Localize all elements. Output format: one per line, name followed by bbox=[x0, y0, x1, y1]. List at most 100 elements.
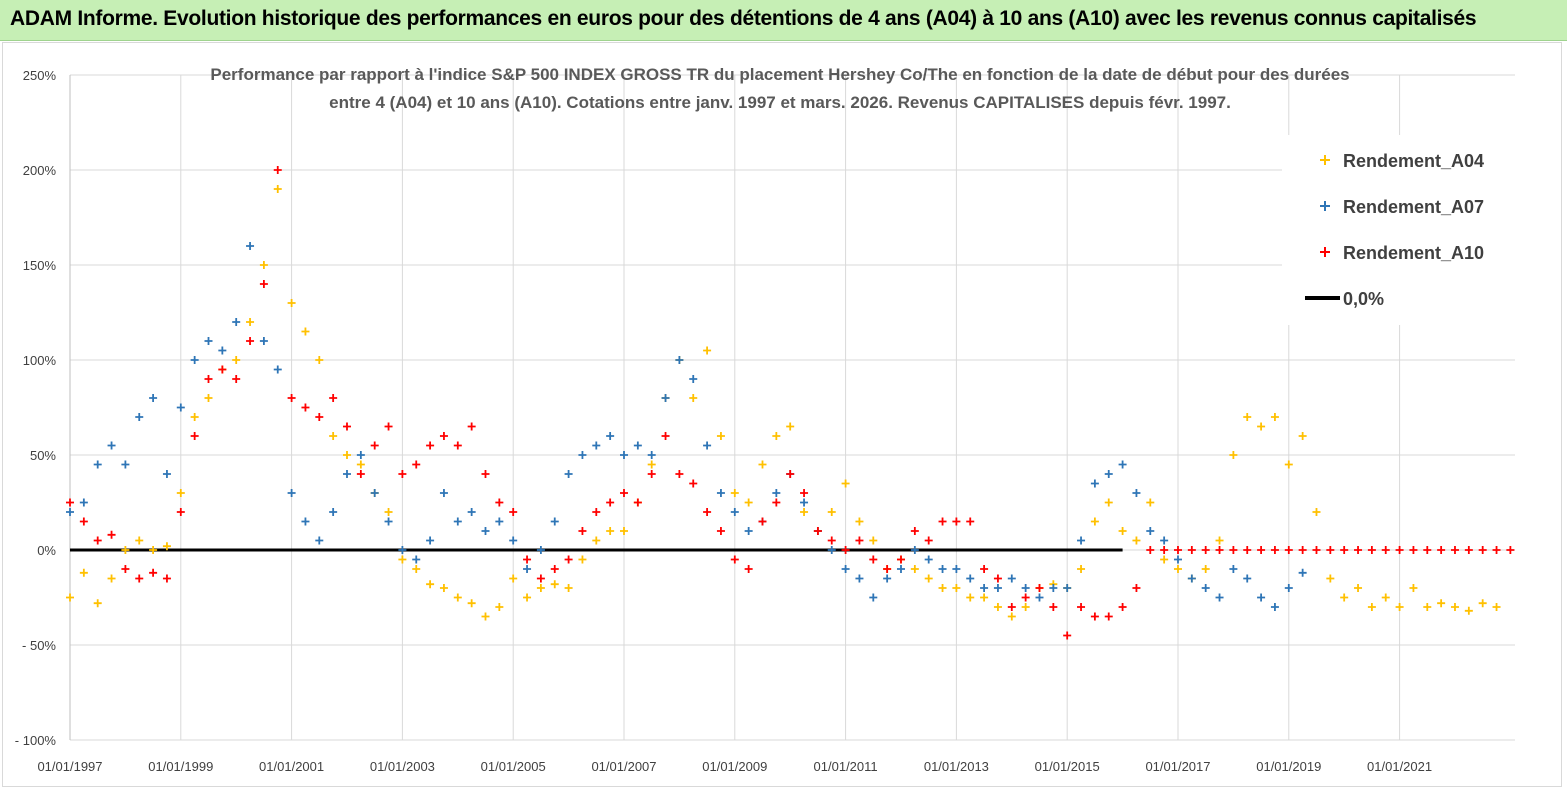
legend-marker bbox=[1320, 155, 1330, 165]
data-point bbox=[1284, 584, 1293, 592]
data-point bbox=[1090, 479, 1099, 488]
data-point bbox=[356, 470, 365, 478]
data-point bbox=[1312, 546, 1321, 554]
data-point bbox=[619, 527, 628, 535]
data-point bbox=[1021, 603, 1030, 611]
data-point bbox=[1173, 546, 1182, 554]
data-point bbox=[910, 565, 919, 573]
legend-label: Rendement_A10 bbox=[1343, 243, 1484, 263]
data-point bbox=[1049, 584, 1058, 592]
data-point bbox=[190, 413, 199, 421]
y-axis: 250% 200% 150% 100% 50% 0% - 50% - 100% bbox=[15, 68, 57, 748]
data-point bbox=[1312, 508, 1321, 516]
data-point bbox=[883, 565, 892, 573]
data-point bbox=[564, 470, 573, 478]
data-point bbox=[190, 432, 199, 440]
data-point bbox=[1035, 593, 1044, 602]
y-tick-label: 0% bbox=[37, 543, 56, 558]
data-point bbox=[495, 603, 504, 611]
x-tick-label: 01/01/2021 bbox=[1367, 759, 1432, 774]
data-point bbox=[647, 460, 656, 469]
data-point bbox=[232, 356, 241, 364]
data-point bbox=[1478, 599, 1487, 608]
data-point bbox=[1160, 546, 1169, 554]
data-point bbox=[1173, 555, 1182, 564]
data-point bbox=[619, 451, 628, 459]
data-point bbox=[550, 580, 559, 589]
data-point bbox=[772, 432, 781, 440]
data-point bbox=[813, 527, 822, 535]
data-point bbox=[550, 517, 559, 526]
y-tick-label: 100% bbox=[23, 353, 57, 368]
data-point bbox=[259, 261, 268, 269]
data-point bbox=[633, 498, 642, 507]
data-point bbox=[1243, 546, 1252, 554]
data-point bbox=[495, 498, 504, 507]
data-point bbox=[800, 489, 809, 497]
data-point bbox=[1146, 498, 1155, 507]
data-point bbox=[1367, 603, 1376, 611]
data-point bbox=[910, 527, 919, 535]
data-point bbox=[370, 441, 379, 450]
data-point bbox=[162, 574, 171, 583]
data-point bbox=[1021, 584, 1030, 592]
data-point bbox=[689, 375, 698, 383]
data-point bbox=[938, 517, 947, 526]
data-point bbox=[1063, 584, 1072, 592]
data-point bbox=[1381, 593, 1390, 602]
data-point bbox=[800, 508, 809, 516]
data-point bbox=[232, 318, 241, 326]
data-point bbox=[1229, 451, 1238, 459]
data-point bbox=[315, 536, 324, 545]
data-point bbox=[1464, 546, 1473, 554]
data-point bbox=[1450, 546, 1459, 554]
data-point bbox=[1284, 546, 1293, 554]
data-point bbox=[1395, 546, 1404, 554]
data-point bbox=[509, 508, 518, 516]
data-point bbox=[162, 470, 171, 478]
data-point bbox=[287, 299, 296, 307]
x-tick-label: 01/01/2005 bbox=[481, 759, 546, 774]
legend-marker bbox=[1320, 201, 1330, 211]
data-point bbox=[149, 568, 158, 577]
legend: Rendement_A04 Rendement_A07 Rendement_A10 0… bbox=[1282, 135, 1517, 325]
data-point bbox=[966, 517, 975, 526]
data-point bbox=[883, 574, 892, 583]
data-point bbox=[426, 441, 435, 450]
x-axis: 01/01/1997 01/01/1999 01/01/2001 01/01/2003… bbox=[37, 759, 1432, 774]
data-point bbox=[993, 603, 1002, 611]
data-point bbox=[564, 555, 573, 564]
data-point bbox=[938, 584, 947, 592]
data-point bbox=[412, 460, 421, 469]
data-point bbox=[1146, 546, 1155, 554]
x-tick-label: 01/01/2017 bbox=[1145, 759, 1210, 774]
data-point bbox=[1395, 603, 1404, 611]
data-point bbox=[827, 508, 836, 516]
data-point bbox=[398, 546, 407, 554]
data-point bbox=[107, 530, 116, 539]
data-point bbox=[246, 242, 255, 250]
data-point bbox=[176, 489, 185, 497]
x-tick-label: 01/01/1999 bbox=[148, 759, 213, 774]
data-point bbox=[439, 432, 448, 440]
data-point bbox=[952, 565, 961, 573]
data-point bbox=[606, 432, 615, 440]
data-point bbox=[716, 527, 725, 535]
data-point bbox=[772, 498, 781, 507]
data-point bbox=[592, 536, 601, 545]
data-point bbox=[79, 517, 88, 526]
data-point bbox=[675, 356, 684, 364]
data-point bbox=[467, 508, 476, 516]
data-point bbox=[1229, 565, 1238, 573]
data-point bbox=[66, 593, 74, 602]
data-point bbox=[523, 555, 532, 564]
data-point bbox=[190, 356, 199, 364]
data-point bbox=[1492, 603, 1501, 611]
data-point bbox=[329, 394, 338, 402]
data-point bbox=[855, 536, 864, 545]
data-point bbox=[1478, 546, 1487, 554]
data-point bbox=[1215, 593, 1224, 602]
x-tick-label: 01/01/2001 bbox=[259, 759, 324, 774]
data-point bbox=[1132, 489, 1141, 497]
